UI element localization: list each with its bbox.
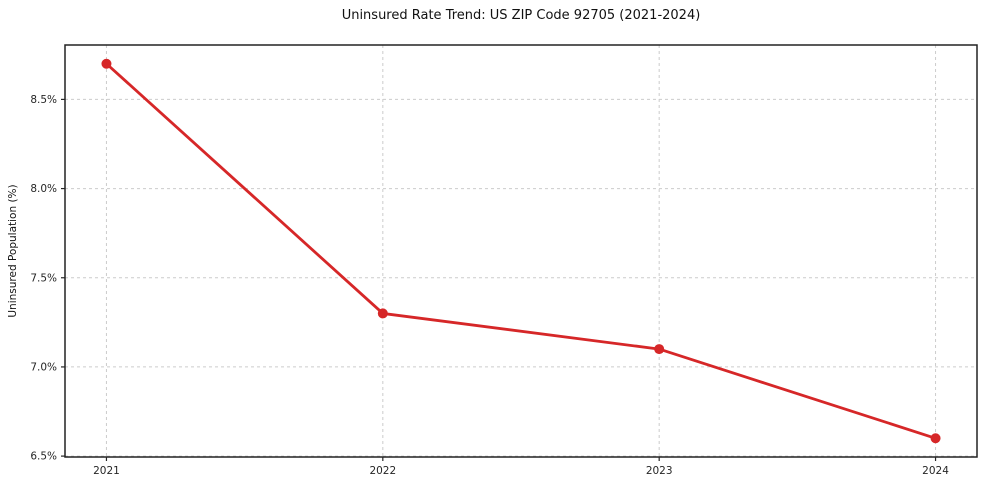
y-tick-label: 7.0% (30, 361, 57, 373)
trend-line (105, 62, 937, 440)
data-point-2021 (101, 58, 112, 69)
x-tick-label: 2023 (646, 465, 673, 477)
x-tick-label: 2021 (93, 465, 120, 477)
y-tick-label: 8.0% (30, 183, 57, 195)
plot-border (64, 44, 978, 458)
data-point-2023 (654, 344, 665, 355)
data-point-2022 (377, 308, 388, 319)
y-tick-label: 6.5% (30, 451, 57, 463)
y-tick-label: 8.5% (30, 94, 57, 106)
x-tick-label: 2024 (922, 465, 949, 477)
x-tick-label: 2022 (369, 465, 396, 477)
data-point-2024 (930, 433, 941, 444)
chart-title: Uninsured Rate Trend: US ZIP Code 92705 … (341, 8, 701, 23)
y-tick-label: 7.5% (30, 272, 57, 284)
